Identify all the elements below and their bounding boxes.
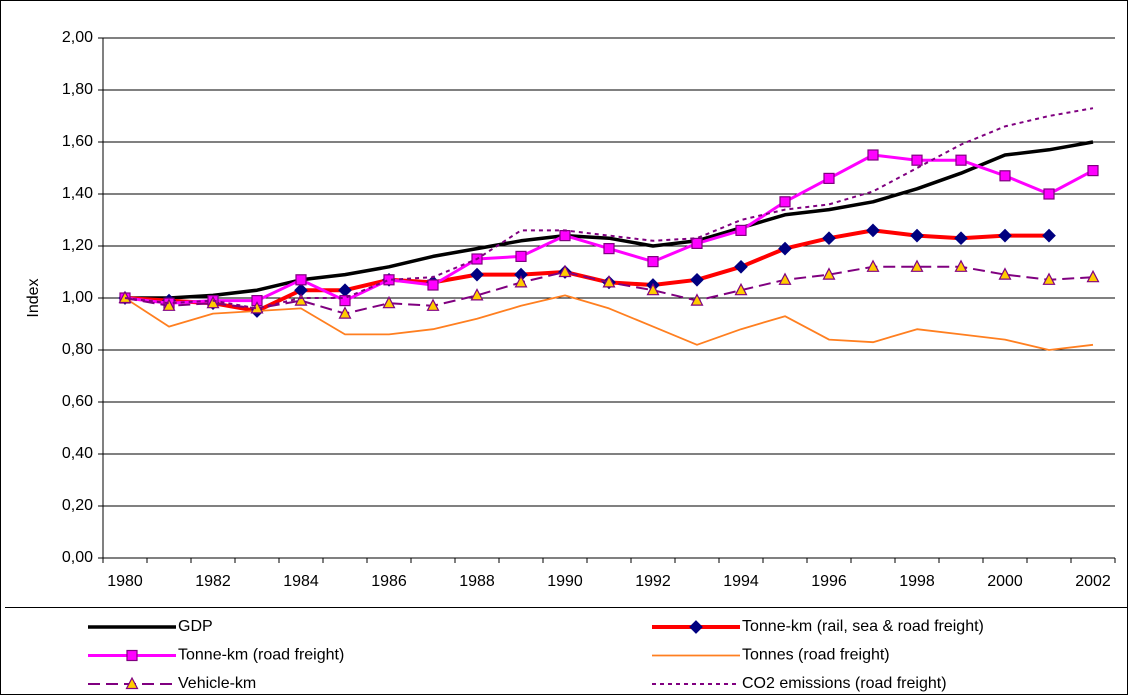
x-tick-label: 1980 bbox=[107, 573, 143, 590]
data-point bbox=[1042, 272, 1056, 285]
data-point bbox=[514, 275, 528, 288]
legend-label: CO2 emissions (road freight) bbox=[742, 675, 947, 692]
data-point bbox=[690, 272, 704, 287]
y-tick-label: 1,20 bbox=[62, 237, 93, 254]
x-tick-label: 1990 bbox=[547, 573, 583, 590]
data-point bbox=[735, 224, 747, 236]
legend-label: GDP bbox=[178, 618, 213, 635]
legend-marker bbox=[125, 676, 139, 690]
series-line bbox=[125, 140, 1094, 300]
x-tick-label: 1996 bbox=[811, 573, 847, 590]
data-point bbox=[470, 267, 484, 282]
y-tick-label: 0,00 bbox=[62, 549, 93, 566]
x-tick-label: 1994 bbox=[723, 573, 759, 590]
y-tick-label: 0,20 bbox=[62, 497, 93, 514]
data-point bbox=[1086, 269, 1100, 283]
data-point bbox=[866, 223, 880, 238]
data-point bbox=[470, 288, 484, 301]
data-point bbox=[118, 290, 132, 304]
data-point bbox=[339, 295, 351, 307]
data-point bbox=[779, 196, 791, 208]
data-point bbox=[690, 293, 704, 306]
x-tick-label: 1984 bbox=[283, 573, 319, 590]
x-tick-label: 1982 bbox=[195, 573, 231, 590]
data-point bbox=[822, 231, 836, 246]
data-point bbox=[910, 259, 924, 272]
data-point bbox=[206, 295, 220, 309]
y-tick-label: 1,00 bbox=[62, 289, 93, 306]
data-point bbox=[382, 295, 396, 309]
legend-marker bbox=[126, 649, 138, 662]
y-axis-label: Index bbox=[25, 278, 42, 317]
data-point bbox=[1043, 188, 1055, 200]
y-tick-label: 1,60 bbox=[62, 133, 93, 150]
legend-label: Tonne-km (rail, sea & road freight) bbox=[742, 618, 984, 635]
data-point bbox=[602, 275, 616, 288]
y-tick-label: 2,00 bbox=[62, 29, 93, 46]
data-point bbox=[822, 267, 836, 280]
y-tick-label: 1,80 bbox=[62, 81, 93, 98]
data-point bbox=[295, 274, 307, 286]
data-point bbox=[558, 264, 572, 278]
data-point bbox=[910, 228, 924, 243]
data-point bbox=[646, 282, 660, 296]
legend-label: Tonne-km (road freight) bbox=[178, 647, 344, 664]
data-point bbox=[823, 172, 835, 184]
x-tick-label: 2002 bbox=[1075, 573, 1111, 590]
x-tick-label: 1986 bbox=[371, 573, 407, 590]
data-point bbox=[778, 241, 792, 256]
data-point bbox=[1042, 228, 1056, 243]
x-tick-label: 2000 bbox=[987, 573, 1023, 590]
series-line bbox=[124, 107, 1094, 310]
data-point bbox=[867, 149, 879, 161]
data-point bbox=[647, 256, 659, 268]
data-point bbox=[515, 250, 527, 262]
data-point bbox=[734, 282, 748, 296]
data-point bbox=[603, 243, 615, 255]
data-point bbox=[294, 293, 308, 306]
data-point bbox=[998, 228, 1012, 243]
data-point bbox=[162, 298, 176, 311]
data-point bbox=[734, 259, 748, 274]
data-point bbox=[998, 267, 1012, 280]
data-point bbox=[559, 230, 571, 242]
legend-label: Vehicle-km bbox=[178, 675, 256, 692]
data-point bbox=[954, 259, 968, 272]
x-tick-label: 1992 bbox=[635, 573, 671, 590]
data-point bbox=[999, 170, 1011, 182]
data-point bbox=[866, 259, 880, 272]
data-point bbox=[427, 279, 439, 291]
legend-label: Tonnes (road freight) bbox=[742, 647, 890, 664]
data-point bbox=[954, 231, 968, 246]
data-point bbox=[955, 154, 967, 166]
y-tick-label: 0,80 bbox=[62, 341, 93, 358]
y-tick-label: 0,60 bbox=[62, 393, 93, 410]
data-point bbox=[911, 154, 923, 166]
data-point bbox=[691, 237, 703, 249]
x-tick-label: 1988 bbox=[459, 573, 495, 590]
x-tick-label: 1998 bbox=[899, 573, 935, 590]
series-line bbox=[124, 294, 1094, 351]
legend-marker bbox=[689, 620, 703, 634]
data-point bbox=[338, 306, 352, 319]
data-point bbox=[778, 272, 792, 285]
y-tick-label: 0,40 bbox=[62, 445, 93, 462]
y-tick-label: 1,40 bbox=[62, 185, 93, 202]
data-point bbox=[426, 298, 440, 311]
data-point bbox=[1087, 165, 1099, 177]
